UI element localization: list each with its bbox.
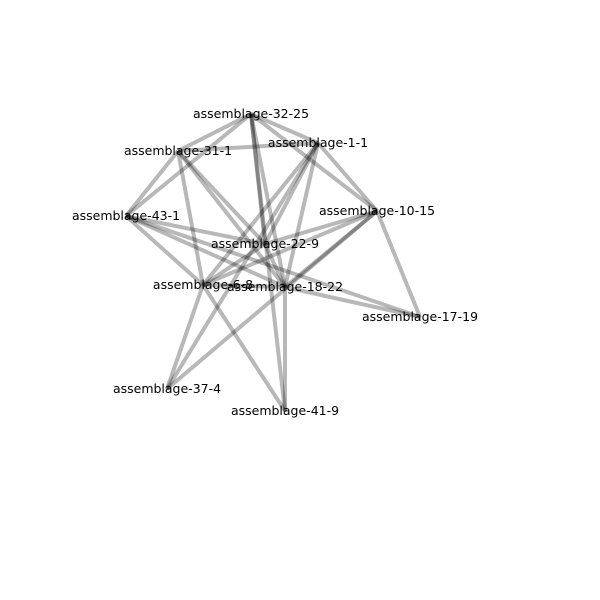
node-label-assemblage-37-4: assemblage-37-4 [113,381,221,396]
edge-assemblage-43-1-to-assemblage-18-22 [125,214,286,289]
edge-assemblage-6-8-to-assemblage-37-4 [165,284,205,390]
edge-assemblage-32-25-to-assemblage-22-9 [249,113,267,245]
node-label-assemblage-31-1: assemblage-31-1 [124,143,232,158]
edge-assemblage-31-1-to-assemblage-43-1 [124,149,180,218]
node-label-assemblage-6-8: assemblage-6-8 [153,277,253,292]
edge-assemblage-6-8-to-assemblage-18-22 [202,283,286,289]
node-label-assemblage-41-9: assemblage-41-9 [231,403,339,418]
edge-assemblage-22-9-to-assemblage-6-8 [201,242,267,287]
edge-assemblage-18-22-to-assemblage-17-19 [284,285,421,319]
edge-assemblage-10-15-to-assemblage-37-4 [165,209,379,391]
edge-assemblage-6-8-to-assemblage-41-9 [201,283,287,413]
edge-assemblage-43-1-to-assemblage-6-8 [124,214,205,287]
edge-assemblage-31-1-to-assemblage-18-22 [176,149,287,289]
label-layer: assemblage-32-25 assemblage-1-1 assemblage… [72,106,478,418]
node-label-assemblage-10-15: assemblage-10-15 [319,203,435,218]
edge-assemblage-10-15-to-assemblage-6-8 [202,209,378,287]
node-label-assemblage-32-25: assemblage-32-25 [193,106,309,121]
node-label-assemblage-17-19: assemblage-17-19 [362,309,478,324]
edge-assemblage-10-15-to-assemblage-22-9 [264,209,378,246]
edge-assemblage-22-9-to-assemblage-18-22 [263,243,287,288]
edge-assemblage-1-1-to-assemblage-31-1 [177,141,319,153]
edge-assemblage-43-1-to-assemblage-17-19 [125,214,421,319]
edge-assemblage-32-25-to-assemblage-43-1 [124,112,253,218]
edge-layer [124,112,422,413]
edge-assemblage-10-15-to-assemblage-18-22 [283,209,379,289]
edge-assemblage-1-1-to-assemblage-18-22 [283,142,320,288]
node-label-assemblage-18-22: assemblage-18-22 [227,279,343,294]
edge-assemblage-32-25-to-assemblage-10-15 [249,112,379,213]
edge-assemblage-32-25-to-assemblage-1-1 [250,112,319,145]
edge-assemblage-31-1-to-assemblage-6-8 [176,150,205,286]
node-label-assemblage-22-9: assemblage-22-9 [211,236,319,251]
edge-assemblage-32-25-to-assemblage-18-22 [249,113,287,288]
node-label-assemblage-43-1: assemblage-43-1 [72,208,180,223]
edge-assemblage-1-1-to-assemblage-10-15 [316,141,379,213]
edge-assemblage-1-1-to-assemblage-6-8 [201,141,320,287]
edge-assemblage-32-25-to-assemblage-31-1 [177,112,252,153]
edge-assemblage-43-1-to-assemblage-22-9 [125,214,266,246]
node-label-assemblage-1-1: assemblage-1-1 [268,135,368,150]
edge-assemblage-10-15-to-assemblage-17-19 [375,210,422,318]
edge-assemblage-1-1-to-assemblage-37-4 [165,141,320,391]
edge-assemblage-32-25-to-assemblage-41-9 [249,113,287,412]
edge-assemblage-31-1-to-assemblage-22-9 [176,149,267,246]
edge-assemblage-1-1-to-assemblage-22-9 [263,142,320,245]
